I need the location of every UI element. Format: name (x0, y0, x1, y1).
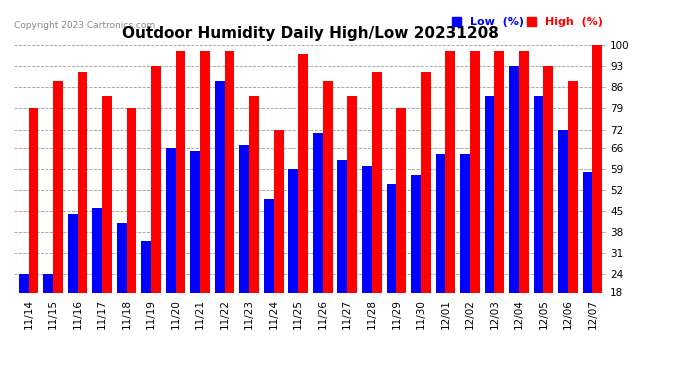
Bar (225, 51, 235, 347)
Text: Copyright 2023 Cartronics.com: Copyright 2023 Cartronics.com (14, 21, 155, 30)
Bar (460, 154, 470, 347)
Bar (484, 96, 495, 347)
Bar (362, 166, 372, 347)
Bar (53, 81, 63, 347)
Bar (372, 72, 382, 347)
Bar (19, 274, 28, 347)
Bar (421, 72, 431, 347)
Bar (593, 45, 602, 347)
Bar (337, 160, 347, 347)
Bar (126, 108, 137, 347)
Bar (386, 184, 396, 347)
Title: Outdoor Humidity Daily High/Low 20231208: Outdoor Humidity Daily High/Low 20231208 (122, 26, 499, 41)
Bar (533, 96, 544, 347)
Bar (470, 51, 480, 347)
Bar (435, 154, 445, 347)
Bar (347, 96, 357, 347)
Bar (28, 108, 39, 347)
Bar (117, 223, 126, 347)
Bar (323, 81, 333, 347)
Bar (249, 96, 259, 347)
Bar (544, 66, 553, 347)
Bar (558, 129, 568, 347)
Bar (190, 151, 200, 347)
Bar (396, 108, 406, 347)
Bar (495, 51, 504, 347)
Bar (43, 274, 53, 347)
Bar (313, 132, 323, 347)
Bar (68, 214, 77, 347)
Bar (200, 51, 210, 347)
Bar (288, 169, 298, 347)
Bar (151, 66, 161, 347)
Legend: Low  (%), High  (%): Low (%), High (%) (448, 13, 607, 32)
Bar (141, 241, 151, 347)
Bar (519, 51, 529, 347)
Bar (445, 51, 455, 347)
Bar (77, 72, 88, 347)
Bar (274, 129, 284, 347)
Bar (239, 145, 249, 347)
Bar (509, 66, 519, 347)
Bar (102, 96, 112, 347)
Bar (298, 54, 308, 347)
Bar (568, 81, 578, 347)
Bar (176, 51, 186, 347)
Bar (264, 199, 274, 347)
Bar (215, 81, 225, 347)
Bar (582, 172, 593, 347)
Bar (411, 175, 421, 347)
Bar (166, 148, 176, 347)
Bar (92, 208, 102, 347)
